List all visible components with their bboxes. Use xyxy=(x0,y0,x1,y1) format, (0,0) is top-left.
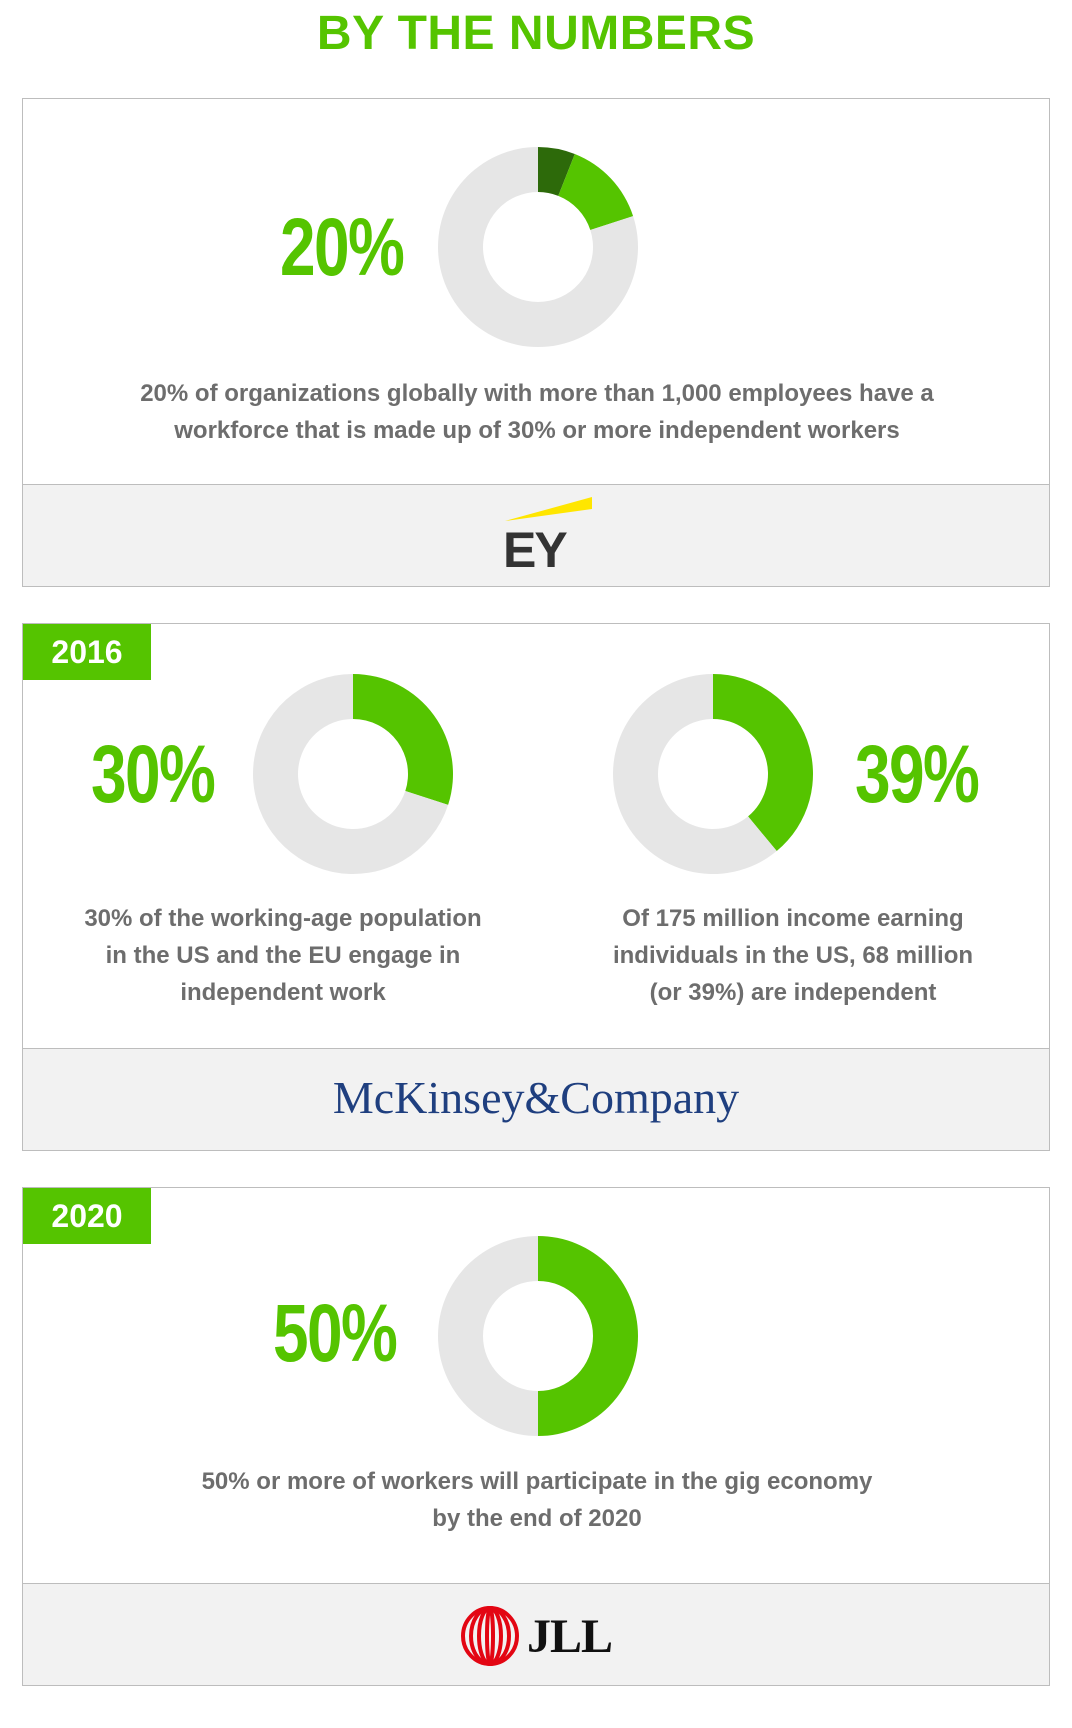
stat-caption: Of 175 million income earning individual… xyxy=(612,905,974,1006)
stat-caption: 20% of organizations globally with more … xyxy=(140,380,934,444)
donut-chart xyxy=(253,674,453,874)
donut-slice-0 xyxy=(538,1236,638,1436)
jll-logo-mark xyxy=(461,1606,519,1666)
jll-logo: JLL xyxy=(461,1606,613,1666)
ey-logo: EY xyxy=(503,497,592,571)
donut-chart xyxy=(438,1236,638,1436)
ey-logo-beam xyxy=(505,497,592,521)
ey-logo-wordmark: EY xyxy=(503,522,567,571)
donut-chart xyxy=(613,674,813,874)
donut-slice-0 xyxy=(538,147,575,196)
source-footer: JLL xyxy=(23,1583,1049,1685)
jll-logo-wordmark: JLL xyxy=(527,1609,613,1663)
source-footer: McKinsey&Company xyxy=(23,1048,1049,1150)
donut-slice-0 xyxy=(713,674,813,852)
stat-value: 39% xyxy=(855,729,980,820)
page-title: BY THE NUMBERS xyxy=(316,7,756,60)
donut-chart xyxy=(438,147,638,347)
donut-slice-1 xyxy=(558,154,634,231)
year-tab: 2020 xyxy=(23,1188,151,1244)
year-tab: 2016 xyxy=(23,624,151,680)
stat-card-ey: 20% 20% of organizations globally with m… xyxy=(22,98,1050,587)
stat-caption: 50% or more of workers will participate … xyxy=(201,1468,873,1532)
source-footer: EY xyxy=(23,484,1049,586)
donut-slice-1 xyxy=(613,674,777,874)
stat-card-mckinsey: 2016 30% 30% of the working-age populati… xyxy=(22,623,1050,1151)
stat-caption: 30% of the working-age population in the… xyxy=(84,905,482,1006)
stat-card-jll: 2020 50% 50% or more of workers will par… xyxy=(22,1187,1050,1686)
donut-slice-1 xyxy=(438,1236,538,1436)
donut-slice-2 xyxy=(438,147,638,347)
donut-slice-0 xyxy=(353,674,453,805)
mckinsey-logo: McKinsey&Company xyxy=(332,1072,740,1123)
stat-value: 50% xyxy=(273,1288,398,1379)
donut-slice-1 xyxy=(253,674,449,874)
stat-value: 20% xyxy=(280,202,405,293)
stat-value: 30% xyxy=(91,729,216,820)
